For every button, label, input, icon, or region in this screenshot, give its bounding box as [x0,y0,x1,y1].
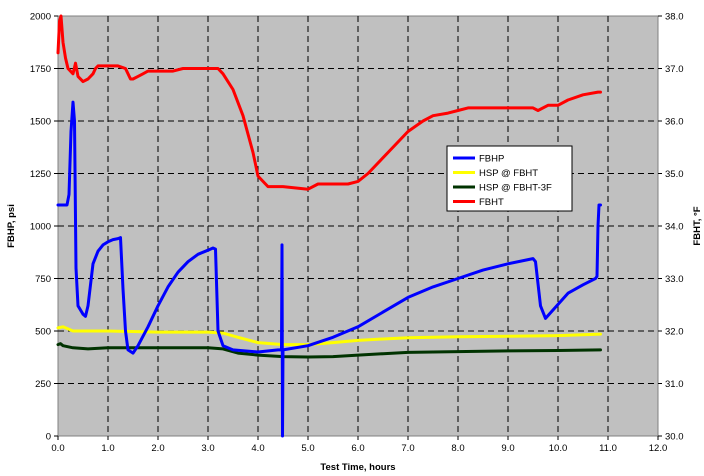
x-tick-label: 7.0 [401,443,414,454]
y-tick-label: 1250 [30,169,51,180]
x-tick-label: 2.0 [151,443,164,454]
y-tick-label: 250 [35,379,51,390]
series-lines [56,14,602,438]
y2-axis-title: FBHT, °F [692,206,703,245]
y-tick-label: 2000 [30,12,51,23]
y-axis-title: FBHP, psi [6,204,17,248]
y2-tick-label: 30.0 [665,432,684,443]
x-tick-label: 1.0 [101,443,114,454]
y2-tick-label: 38.0 [665,12,684,23]
x-tick-label: 4.0 [251,443,264,454]
x-tick-label: 10.0 [549,443,568,454]
x-tick-label: 6.0 [351,443,364,454]
y2-tick-label: 32.0 [665,327,684,338]
legend-label: HSP @ FBHT [479,168,538,179]
y2-tick-label: 33.0 [665,274,684,285]
series-line-hsp-fbht-3f [56,342,602,359]
legend: FBHP HSP @ FBHT HSP @ FBHT-3F FBHT [446,145,573,212]
x-tick-label: 11.0 [599,443,617,454]
series-line-fbht [56,14,602,191]
y2-tick-label: 34.0 [665,222,684,233]
x-axis-title: Test Time, hours [320,462,395,473]
legend-label: FBHP [479,154,504,165]
legend-label: HSP @ FBHT-3F [479,183,552,194]
y2-tick-label: 37.0 [665,64,684,75]
legend-label: FBHT [479,197,504,208]
y-tick-label: 1000 [30,222,51,233]
y2-axis-ticks: 30.0 31.0 32.0 33.0 34.0 35.0 36.0 37.0 38.0 [658,12,684,443]
y-tick-label: 0 [46,432,51,443]
y2-tick-label: 31.0 [665,379,684,390]
x-tick-label: 12.0 [649,443,668,454]
series-line-hsp-fbht [56,325,602,347]
y-axis-ticks: 0 250 500 750 1000 1250 1500 1750 2000 [30,12,58,443]
y-tick-label: 750 [35,274,51,285]
x-tick-label: 8.0 [451,443,464,454]
y2-tick-label: 36.0 [665,117,684,128]
x-tick-label: 3.0 [201,443,214,454]
y-tick-label: 500 [35,327,51,338]
x-axis-ticks: 0.0 1.0 2.0 3.0 4.0 5.0 6.0 7.0 8.0 9.0 10.0 11.0 12… [51,436,667,454]
y2-tick-label: 35.0 [665,169,684,180]
series-line-fbhp [56,100,602,438]
y-tick-label: 1500 [30,117,51,128]
x-tick-label: 5.0 [301,443,314,454]
x-tick-label: 0.0 [51,443,64,454]
y-tick-label: 1750 [30,64,51,75]
x-tick-label: 9.0 [501,443,514,454]
